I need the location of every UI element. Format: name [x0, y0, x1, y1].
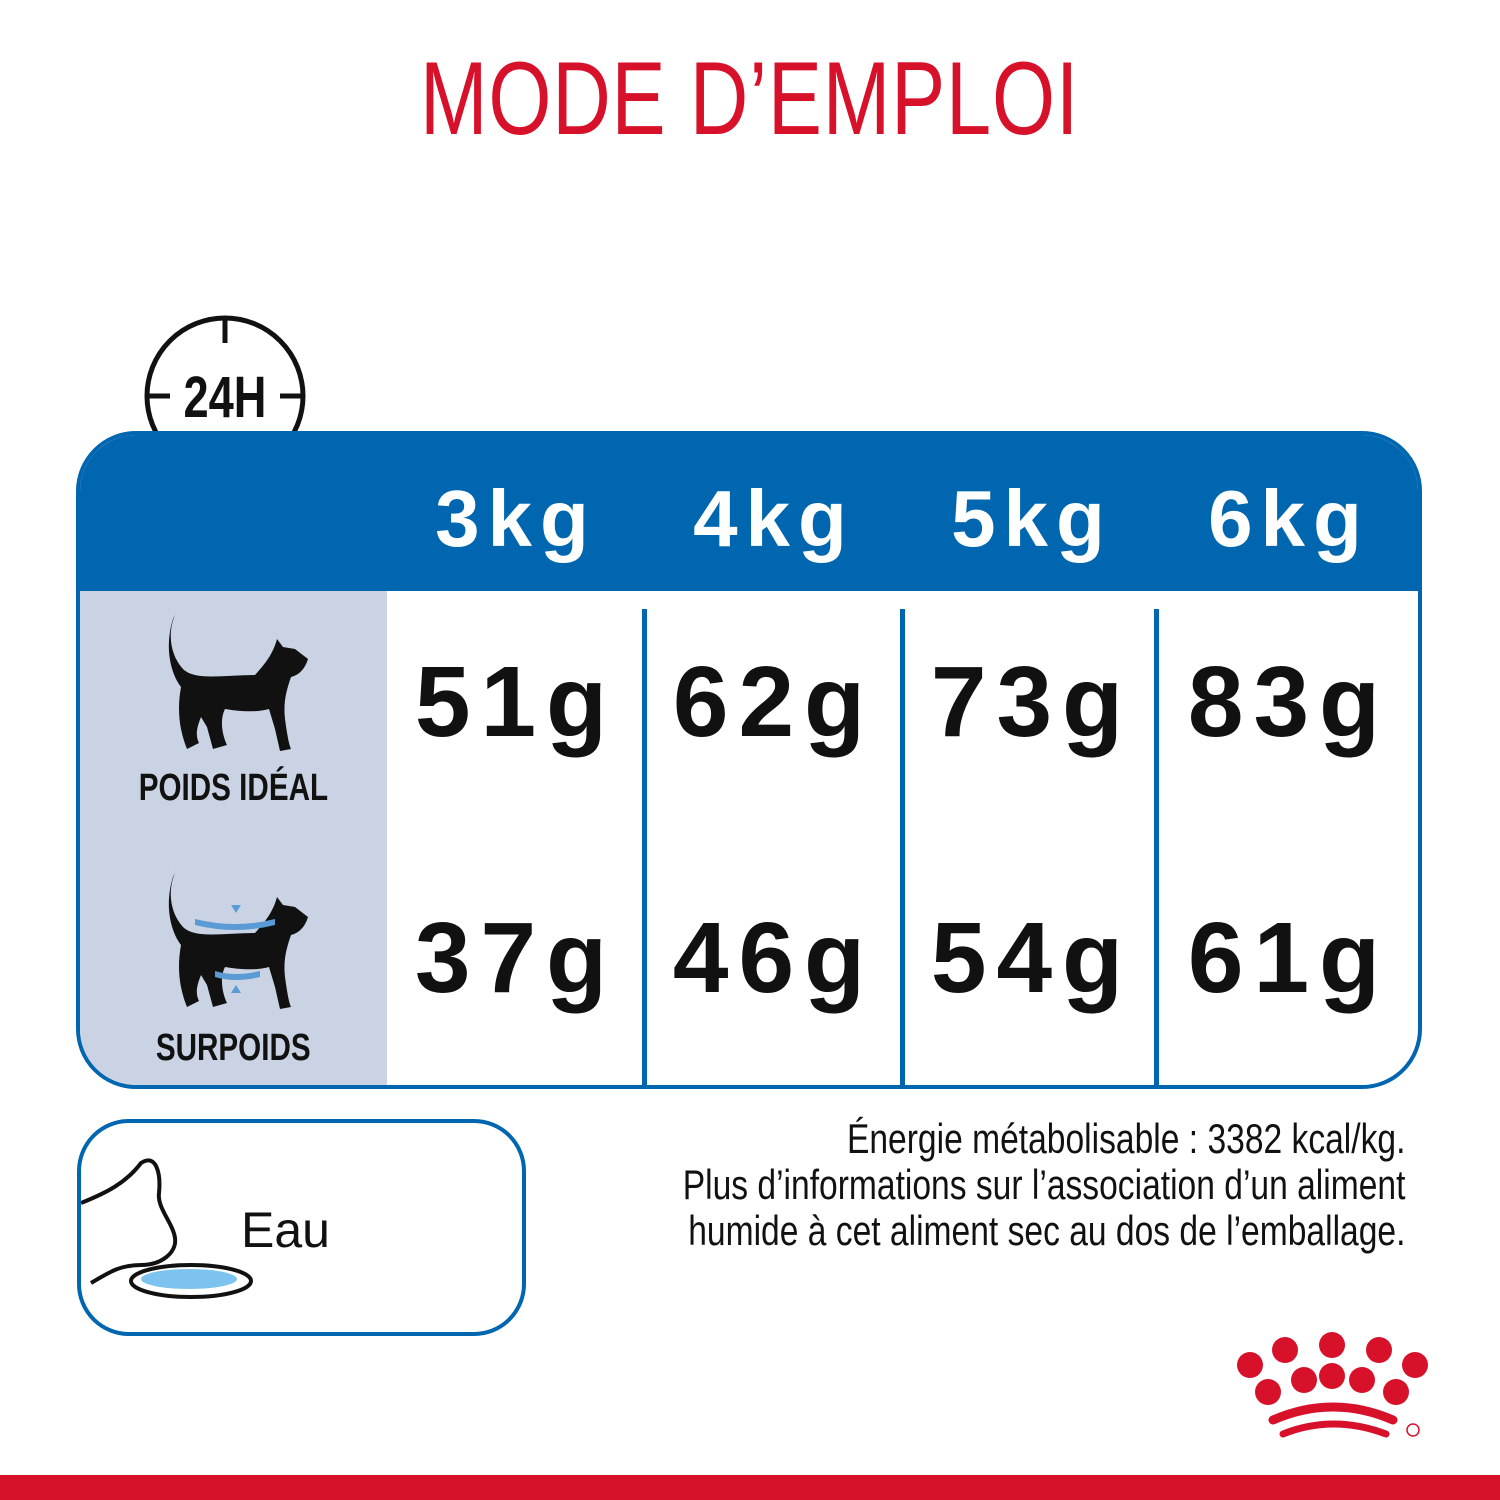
row-label-overweight: SURPOIDS: [80, 1027, 387, 1070]
bottom-brand-bar: [0, 1475, 1500, 1500]
info-note-line-1: Plus d’informations sur l’association d’…: [682, 1161, 1405, 1208]
cat-ideal-weight-icon: [168, 611, 308, 751]
weight-header-5kg: 5kg: [951, 474, 1113, 563]
water-label: Eau: [241, 1202, 330, 1258]
row-label-ideal-weight: POIDS IDÉAL: [80, 767, 387, 810]
value-overweight-6kg: 61g: [1187, 902, 1391, 1014]
row-label-text: SURPOIDS: [156, 1027, 311, 1069]
row-label-text: POIDS IDÉAL: [138, 767, 329, 809]
column-divider: [900, 609, 905, 1085]
feeding-table: 3kg 4kg 5kg 6kg POIDS IDÉAL SURPOIDS 51g…: [76, 431, 1422, 1089]
water-box: Eau: [77, 1119, 526, 1336]
value-overweight-5kg: 54g: [930, 902, 1134, 1014]
clock-label: 24H: [184, 366, 267, 431]
info-note-line-2: humide à cet aliment sec au dos de l’emb…: [687, 1207, 1405, 1254]
royal-canin-crown-logo: [1237, 1332, 1428, 1438]
value-ideal-5kg: 73g: [930, 646, 1134, 758]
row-label-column: POIDS IDÉAL SURPOIDS: [80, 591, 387, 1085]
cat-overweight-icon: [168, 869, 308, 1009]
column-divider: [642, 609, 647, 1085]
column-divider: [1154, 609, 1159, 1085]
value-ideal-4kg: 62g: [672, 646, 876, 758]
energy-note: Énergie métabolisable : 3382 kcal/kg.: [846, 1115, 1405, 1162]
weight-header-4kg: 4kg: [693, 474, 855, 563]
table-header: 3kg 4kg 5kg 6kg: [80, 435, 1418, 591]
title-text: MODE D’EMPLOI: [420, 41, 1080, 157]
value-overweight-3kg: 37g: [414, 902, 618, 1014]
value-overweight-4kg: 46g: [672, 902, 876, 1014]
nutrition-notes: Énergie métabolisable : 3382 kcal/kg. Pl…: [502, 1116, 1405, 1254]
value-ideal-3kg: 51g: [414, 646, 618, 758]
value-ideal-6kg: 83g: [1187, 646, 1391, 758]
weight-header-3kg: 3kg: [435, 474, 597, 563]
page-title: MODE D’EMPLOI: [0, 40, 1500, 159]
weight-header-6kg: 6kg: [1208, 474, 1370, 563]
cat-drinking-water-icon: [81, 1158, 253, 1299]
